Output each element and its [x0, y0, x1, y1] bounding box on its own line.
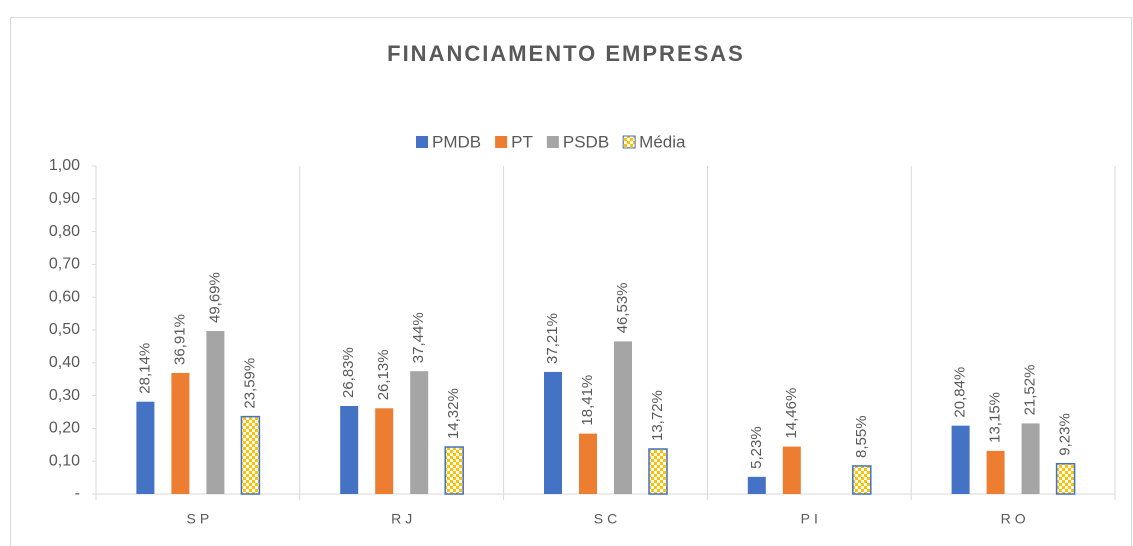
bar — [1021, 423, 1040, 494]
legend-label: PSDB — [563, 132, 609, 151]
legend-label: PT — [511, 132, 533, 151]
data-label: 26,13% — [375, 349, 392, 400]
data-label: 23,59% — [241, 358, 258, 409]
legend-swatch — [495, 136, 508, 148]
data-label: 37,21% — [544, 313, 561, 364]
legend-swatch — [546, 136, 559, 148]
x-tick-label: SC — [594, 511, 621, 527]
legend-swatch — [622, 135, 636, 149]
data-label: 46,53% — [614, 283, 631, 334]
data-label: 36,91% — [171, 314, 188, 365]
y-tick-label: - — [75, 485, 80, 502]
bar — [648, 448, 668, 495]
data-label: 18,41% — [579, 375, 596, 426]
data-label: 14,32% — [445, 388, 462, 439]
bar — [240, 415, 261, 495]
data-label: 21,52% — [1022, 365, 1039, 416]
bar — [410, 371, 429, 494]
x-tick-label: PI — [801, 511, 822, 527]
y-tick-label: 0,60 — [49, 288, 80, 305]
legend-label: Média — [639, 132, 686, 151]
y-tick-label: 0,10 — [49, 452, 80, 469]
data-label: 13,15% — [987, 392, 1004, 443]
y-tick-label: 0,20 — [49, 420, 80, 437]
data-label: 5,23% — [748, 426, 765, 469]
bar — [951, 425, 970, 494]
bar — [852, 465, 872, 495]
data-label: 49,69% — [206, 272, 223, 323]
y-tick-label: 0,80 — [49, 223, 80, 240]
bar — [444, 446, 464, 495]
bar — [171, 372, 190, 494]
x-tick-label: RJ — [391, 511, 416, 527]
data-label: 26,83% — [340, 347, 357, 398]
bar — [782, 446, 801, 494]
bar — [747, 476, 766, 494]
data-label: 8,55% — [853, 415, 870, 458]
data-label: 37,44% — [410, 312, 427, 363]
bar — [544, 371, 562, 494]
y-tick-label: 0,50 — [49, 321, 80, 338]
bar — [986, 450, 1005, 494]
bar — [206, 331, 225, 494]
x-tick-label: SP — [187, 511, 214, 527]
data-label: 9,23% — [1057, 413, 1074, 456]
bar — [579, 433, 597, 494]
data-label: 13,72% — [649, 390, 666, 441]
x-tick-label: RO — [1001, 511, 1030, 527]
y-tick-label: 0,90 — [49, 190, 80, 207]
bar — [340, 405, 359, 494]
bar — [1055, 462, 1076, 495]
y-tick-label: 1,00 — [49, 157, 80, 174]
bar — [136, 401, 155, 494]
bar — [375, 408, 394, 494]
bar — [614, 341, 632, 494]
data-label: 20,84% — [952, 367, 969, 418]
chart-border — [10, 17, 1132, 546]
legend-label: PMDB — [432, 132, 481, 151]
y-tick-label: 0,70 — [49, 256, 80, 273]
legend-swatch — [416, 136, 428, 148]
y-tick-label: 0,30 — [49, 387, 80, 404]
chart-title: FINANCIAMENTO EMPRESAS — [387, 41, 745, 66]
data-label: 28,14% — [136, 343, 153, 394]
y-tick-label: 0,40 — [49, 354, 80, 371]
data-label: 14,46% — [783, 388, 800, 439]
